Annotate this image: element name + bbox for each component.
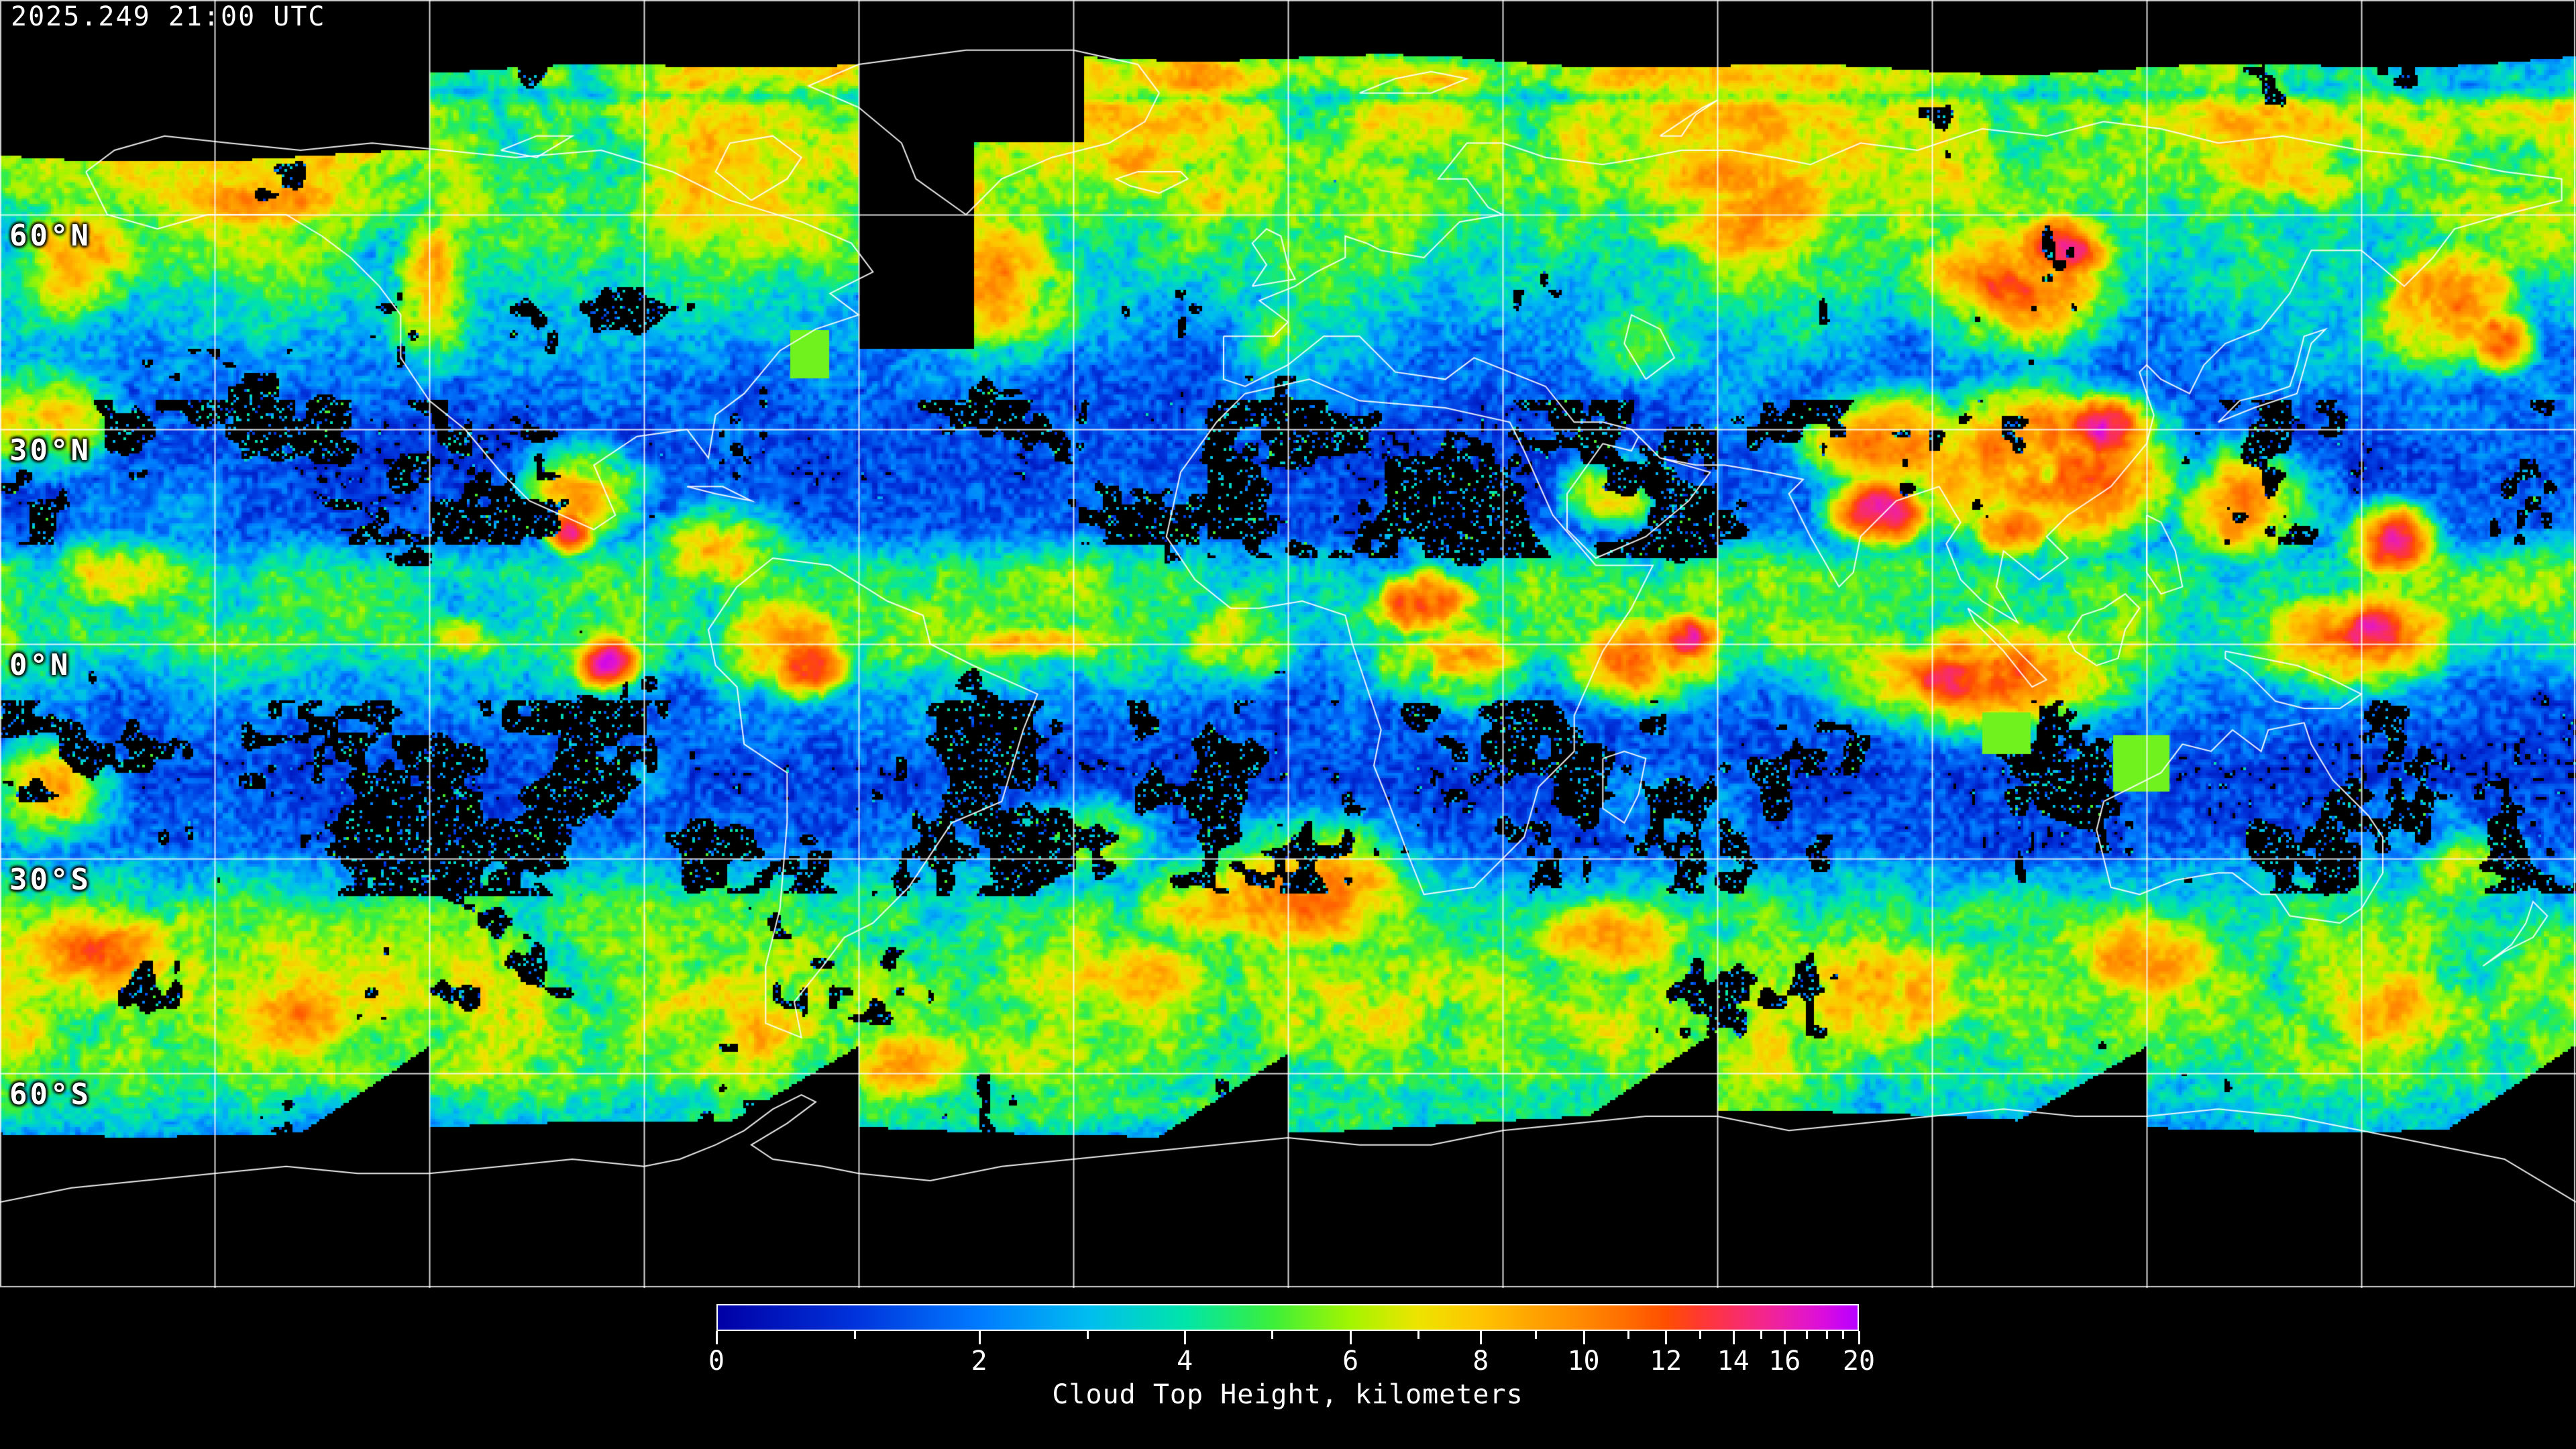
colorbar-tick xyxy=(1417,1331,1419,1339)
colorbar-tick-label: 4 xyxy=(1177,1346,1193,1377)
colorbar-tick xyxy=(1732,1331,1735,1344)
timestamp: 2025.249 21:00 UTC xyxy=(11,1,326,32)
colorbar-tick xyxy=(1087,1331,1089,1339)
colorbar-gradient xyxy=(716,1304,1859,1331)
latitude-label: 30°S xyxy=(9,863,91,897)
colorbar-tick xyxy=(1271,1331,1273,1339)
colorbar-tick xyxy=(716,1331,718,1344)
colorbar-tick-label: 8 xyxy=(1472,1346,1489,1377)
colorbar-tick xyxy=(1535,1331,1538,1339)
latitude-label: 0°N xyxy=(9,648,71,682)
colorbar-tick xyxy=(1665,1331,1668,1344)
colorbar-tick xyxy=(1350,1331,1352,1344)
colorbar-tick-label: 14 xyxy=(1717,1346,1750,1377)
colorbar-tick-label: 10 xyxy=(1567,1346,1600,1377)
colorbar-tick xyxy=(1858,1331,1860,1344)
colorbar-tick xyxy=(1699,1331,1702,1339)
colorbar-tick xyxy=(1582,1331,1585,1344)
colorbar-tick xyxy=(1184,1331,1187,1344)
colorbar-tick xyxy=(1627,1331,1629,1339)
colorbar-tick-label: 0 xyxy=(708,1346,725,1377)
colorbar-tick-label: 20 xyxy=(1842,1346,1876,1377)
colorbar-tick xyxy=(1784,1331,1786,1344)
colorbar-title: Cloud Top Height, kilometers xyxy=(1052,1379,1523,1410)
latitude-label: 60°N xyxy=(9,219,91,253)
colorbar-tick xyxy=(1805,1331,1808,1339)
colorbar-tick xyxy=(1826,1331,1829,1339)
colorbar-tick xyxy=(1480,1331,1483,1344)
colorbar-tick-label: 12 xyxy=(1650,1346,1682,1377)
colorbar-tick xyxy=(978,1331,981,1344)
colorbar-tick-label: 2 xyxy=(971,1346,987,1377)
colorbar-tick xyxy=(1760,1331,1762,1339)
colorbar-tick xyxy=(854,1331,857,1339)
colorbar-tick xyxy=(1842,1331,1845,1339)
colorbar-tick-label: 16 xyxy=(1768,1346,1801,1377)
latitude-label: 30°N xyxy=(9,433,91,468)
latitude-label: 60°S xyxy=(9,1077,91,1112)
colorbar-tick-label: 6 xyxy=(1342,1346,1359,1377)
